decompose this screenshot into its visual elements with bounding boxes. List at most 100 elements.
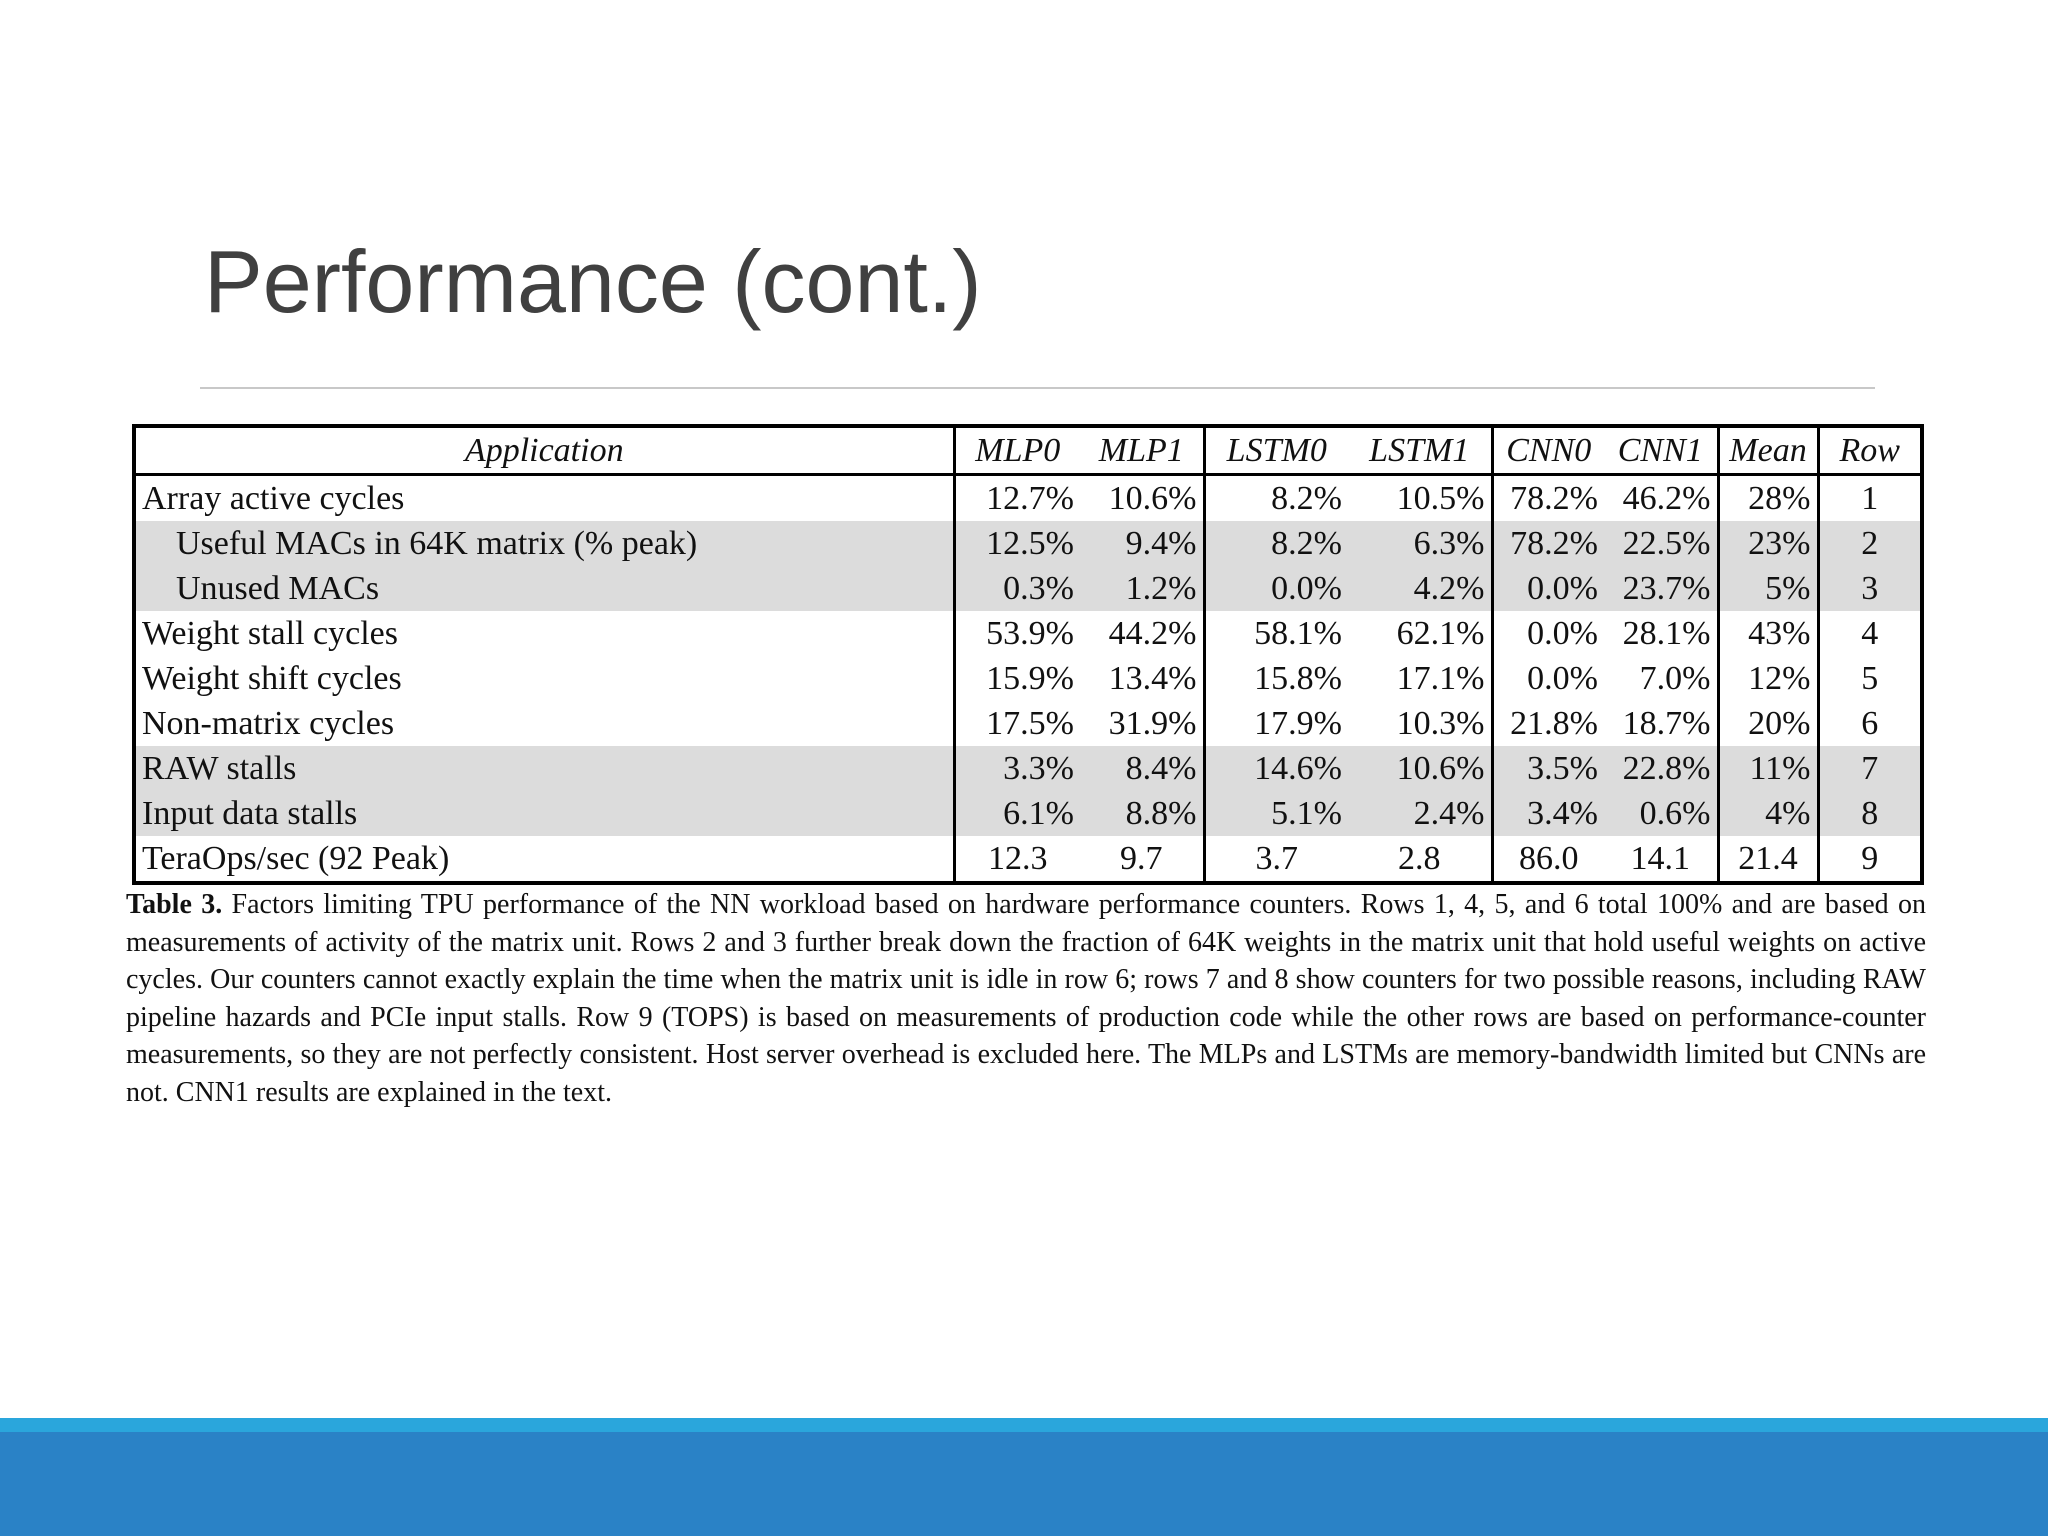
cell-mlp0: 12.3	[952, 836, 1080, 883]
cell-cnn1: 28.1%	[1622, 615, 1711, 652]
cell-mlp0: 17.5%	[952, 701, 1080, 746]
table-row: Input data stalls 6.1% 8.8% 5.1% 2.4% 3.…	[134, 791, 1922, 836]
cell-cnn0: 0.0%	[1490, 656, 1604, 701]
cell-cnn0: 3.5%	[1490, 746, 1604, 791]
row-label: Input data stalls	[134, 791, 954, 836]
cell-cnn1: 22.8%	[1604, 746, 1718, 791]
cell-cnn0: 78.2%	[1490, 474, 1604, 521]
cell-mean: 43%	[1716, 611, 1818, 656]
cell-mean: 4%	[1716, 791, 1818, 836]
table-caption: Table 3. Factors limiting TPU performanc…	[126, 886, 1926, 1111]
cell-cnn0: 86.0	[1490, 836, 1604, 883]
caption-text: Factors limiting TPU performance of the …	[126, 889, 1926, 1108]
cell-lstm0: 3.7	[1202, 836, 1348, 883]
header-cnn1: CNN1	[1604, 426, 1718, 476]
cell-mlp0: 12.5%	[952, 521, 1080, 566]
footer-accent-stripe	[0, 1418, 2048, 1432]
header-lstm0: LSTM0	[1202, 426, 1348, 476]
cell-mean: 21.4	[1716, 836, 1818, 883]
cell-row: 1	[1816, 474, 1922, 521]
cell-lstm1: 62.1%	[1396, 615, 1485, 652]
cell-mlp1: 44.2%	[1108, 615, 1197, 652]
header-row: Row	[1816, 426, 1922, 476]
row-label: Non-matrix cycles	[142, 705, 395, 742]
cell-lstm1: 2.4%	[1348, 791, 1492, 836]
cell-mean: 11%	[1716, 746, 1818, 791]
cell-cnn1: 0.6%	[1604, 791, 1718, 836]
header-mlp0: MLP0	[952, 426, 1080, 476]
header-cnn0: CNN0	[1490, 426, 1604, 476]
cell-mlp1: 31.9%	[1108, 705, 1197, 742]
table-row: Useful MACs in 64K matrix (% peak) 12.5%…	[134, 521, 1922, 566]
table-row: TeraOps/sec (92 Peak) 12.3 9.7 3.7 2.8 8…	[134, 836, 1922, 883]
cell-lstm1: 10.6%	[1348, 746, 1492, 791]
cell-row: 8	[1816, 791, 1922, 836]
cell-lstm0: 5.1%	[1202, 791, 1348, 836]
header-mlp1: MLP1	[1080, 426, 1204, 476]
cell-mlp1: 8.4%	[1080, 746, 1204, 791]
cell-mean: 20%	[1716, 701, 1818, 746]
cell-cnn0: 0.0%	[1490, 566, 1604, 611]
cell-mlp0: 53.9%	[952, 611, 1080, 656]
cell-mlp0: 6.1%	[952, 791, 1080, 836]
row-label: Weight shift cycles	[142, 660, 402, 697]
cell-cnn0: 21.8%	[1490, 701, 1604, 746]
cell-lstm0: 15.8%	[1202, 656, 1348, 701]
row-label: RAW stalls	[134, 746, 954, 791]
cell-lstm0: 8.2%	[1202, 521, 1348, 566]
header-application: Application	[134, 426, 954, 476]
cell-lstm1: 17.1%	[1396, 660, 1485, 697]
table-row: Weight stall cycles 53.9% 44.2% 58.1% 62…	[134, 611, 1922, 656]
cell-lstm1: 6.3%	[1348, 521, 1492, 566]
slide-title: Performance (cont.)	[204, 232, 982, 331]
cell-cnn1: 7.0%	[1639, 660, 1711, 697]
cell-mlp0: 15.9%	[952, 656, 1080, 701]
cell-cnn0: 78.2%	[1490, 521, 1604, 566]
cell-cnn1: 14.1	[1630, 840, 1691, 877]
cell-mlp1: 8.8%	[1080, 791, 1204, 836]
cell-lstm1: 10.3%	[1396, 705, 1485, 742]
cell-row: 6	[1816, 701, 1922, 746]
cell-lstm0: 8.2%	[1202, 474, 1348, 521]
cell-mean: 23%	[1716, 521, 1818, 566]
cell-row: 7	[1816, 746, 1922, 791]
cell-cnn1: 46.2%	[1622, 480, 1711, 517]
table-row: Weight shift cycles 15.9% 13.4% 15.8% 17…	[134, 656, 1922, 701]
table-row: Unused MACs 0.3% 1.2% 0.0% 4.2% 0.0% 23.…	[134, 566, 1922, 611]
performance-table: Application MLP0 MLP1 LSTM0 LSTM1 CNN0 C…	[132, 424, 1924, 885]
cell-lstm0: 0.0%	[1202, 566, 1348, 611]
cell-lstm1: 4.2%	[1348, 566, 1492, 611]
cell-mlp1: 10.6%	[1108, 480, 1197, 517]
cell-row: 5	[1816, 656, 1922, 701]
footer-band	[0, 1432, 2048, 1536]
row-label: Array active cycles	[142, 480, 405, 517]
cell-lstm1: 10.5%	[1396, 480, 1485, 517]
cell-lstm1: 2.8	[1398, 840, 1441, 877]
table-row: RAW stalls 3.3% 8.4% 14.6% 10.6% 3.5% 22…	[134, 746, 1922, 791]
cell-cnn0: 0.0%	[1490, 611, 1604, 656]
cell-mlp0: 3.3%	[952, 746, 1080, 791]
cell-mlp1: 13.4%	[1108, 660, 1197, 697]
row-label: TeraOps/sec (92 Peak)	[142, 840, 450, 877]
cell-lstm0: 14.6%	[1202, 746, 1348, 791]
header-mean: Mean	[1716, 426, 1818, 476]
cell-row: 2	[1816, 521, 1922, 566]
table-header-row: Application MLP0 MLP1 LSTM0 LSTM1 CNN0 C…	[134, 426, 1922, 476]
cell-mlp1: 1.2%	[1080, 566, 1204, 611]
caption-label: Table 3.	[126, 889, 223, 920]
row-label: Weight stall cycles	[142, 615, 398, 652]
cell-cnn0: 3.4%	[1490, 791, 1604, 836]
cell-lstm0: 17.9%	[1202, 701, 1348, 746]
cell-mean: 5%	[1716, 566, 1818, 611]
cell-mlp0: 12.7%	[952, 474, 1080, 521]
cell-row: 3	[1816, 566, 1922, 611]
cell-cnn1: 22.5%	[1604, 521, 1718, 566]
cell-mean: 12%	[1716, 656, 1818, 701]
row-label: Unused MACs	[134, 566, 954, 611]
cell-lstm0: 58.1%	[1202, 611, 1348, 656]
title-divider	[200, 387, 1875, 389]
row-label: Useful MACs in 64K matrix (% peak)	[134, 521, 954, 566]
cell-row: 4	[1816, 611, 1922, 656]
cell-cnn1: 18.7%	[1622, 705, 1711, 742]
cell-row: 9	[1816, 836, 1922, 883]
